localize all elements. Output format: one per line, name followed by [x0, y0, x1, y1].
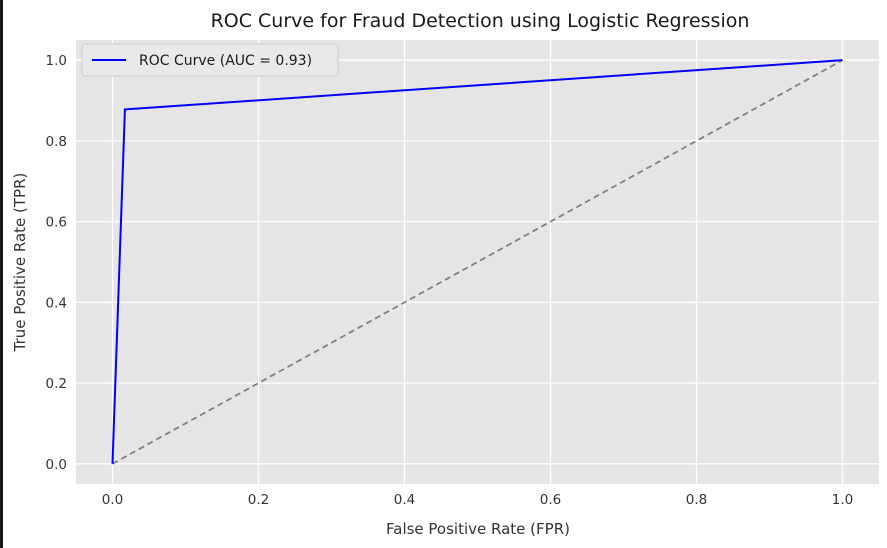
- x-axis-label: False Positive Rate (FPR): [386, 520, 570, 538]
- x-tick-label: 0.2: [248, 492, 269, 508]
- chart-title: ROC Curve for Fraud Detection using Logi…: [211, 10, 750, 32]
- x-tick-label: 0.4: [394, 492, 415, 508]
- x-tick-label: 0.0: [102, 492, 123, 508]
- series-layer: [111, 59, 843, 465]
- y-tick-label: 0.0: [46, 457, 67, 473]
- y-tick-label: 0.4: [46, 295, 67, 311]
- window-frame-edge: [0, 0, 3, 548]
- x-tick-label: 0.6: [540, 492, 561, 508]
- y-tick-label: 0.2: [46, 376, 67, 392]
- legend-box: [81, 43, 339, 77]
- legend: ROC Curve (AUC = 0.93): [81, 43, 339, 77]
- y-axis-label: True Positive Rate (TPR): [11, 173, 29, 353]
- y-tick-label: 0.6: [46, 215, 67, 231]
- x-tick-label: 0.8: [686, 492, 707, 508]
- x-tick-label: 1.0: [832, 492, 853, 508]
- y-tick-label: 1.0: [46, 53, 67, 69]
- tick-labels: 0.0 0.2 0.4 0.6 0.8 1.0 0.0 0.2 0.4 0.6 0.8 1.0: [46, 53, 854, 508]
- y-tick-label: 0.8: [46, 134, 67, 150]
- legend-label-roc: ROC Curve (AUC = 0.93): [139, 53, 312, 69]
- grid-lines: [76, 40, 879, 484]
- chance-diagonal-line: [112, 59, 843, 465]
- roc-curve-line: [111, 59, 843, 464]
